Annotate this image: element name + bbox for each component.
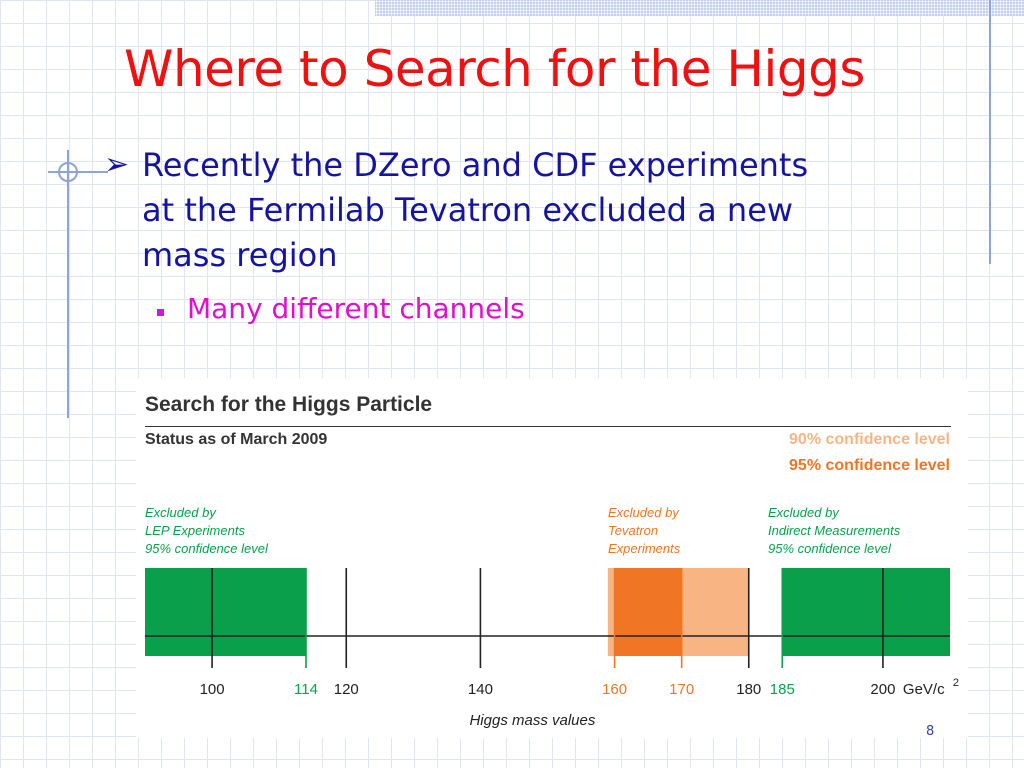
- right-vertical-rule: [989, 0, 991, 264]
- legend-90: 90% confidence level: [789, 431, 950, 448]
- axis-unit-exponent: 2: [953, 677, 959, 689]
- tevatron-region-label: Excluded by Tevatron Experiments: [608, 504, 680, 558]
- lep-label-line: LEP Experiments: [145, 523, 245, 538]
- indirect-region-label: Excluded by Indirect Measurements 95% co…: [768, 504, 900, 558]
- tick-label-185: 185: [770, 681, 795, 698]
- lep-label-line: 95% confidence level: [145, 541, 268, 556]
- excluded-region-2: [614, 568, 682, 656]
- higgs-figure: 100 114 120 140 160 170 180 185 200 GeV/c 2 Higgs m…: [136, 378, 968, 738]
- tick-label-160: 160: [602, 681, 627, 698]
- exclusion-chart: 100 114 120 140 160 170 180 185 200 GeV/c 2 Higgs m…: [145, 568, 959, 729]
- tick-label-114: 114: [294, 681, 318, 698]
- tick-label-180: 180: [736, 681, 761, 698]
- legend-95: 95% confidence level: [789, 457, 950, 474]
- tick-label-100: 100: [200, 681, 225, 698]
- tick-label-170: 170: [669, 681, 694, 698]
- figure-title-rule: [145, 426, 951, 427]
- tick-label-140: 140: [468, 681, 493, 698]
- axis-unit: GeV/c: [903, 681, 945, 698]
- header-band: [375, 0, 1024, 16]
- indirect-label-line: Indirect Measurements: [768, 523, 901, 538]
- excluded-region-0: [145, 568, 306, 656]
- excluded-region-3: [782, 568, 950, 656]
- axis-title: Higgs mass values: [469, 712, 595, 729]
- slide-title: Where to Search for the Higgs: [124, 40, 865, 98]
- main-bullet: Recently the DZero and CDF experiments a…: [142, 146, 809, 274]
- indirect-label-line: Excluded by: [768, 505, 839, 520]
- tick-label-200: 200: [870, 681, 895, 698]
- arrow-bullet-icon: ➢: [104, 147, 130, 182]
- page-number: 8: [926, 724, 935, 739]
- tevatron-label-line: Tevatron: [608, 523, 659, 538]
- lep-label-line: Excluded by: [145, 505, 216, 520]
- crosshair-icon: [48, 162, 108, 182]
- tick-label-120: 120: [334, 681, 359, 698]
- indirect-label-line: 95% confidence level: [768, 541, 891, 556]
- figure-title: Search for the Higgs Particle: [145, 393, 433, 416]
- tevatron-label-line: Experiments: [608, 541, 681, 556]
- tevatron-label-line: Excluded by: [608, 505, 679, 520]
- lep-region-label: Excluded by LEP Experiments 95% confiden…: [145, 504, 268, 558]
- square-bullet-icon: [157, 309, 164, 316]
- left-vertical-rule: [67, 150, 69, 418]
- figure-subtitle: Status as of March 2009: [145, 431, 328, 448]
- sub-bullet: Many different channels: [187, 292, 525, 325]
